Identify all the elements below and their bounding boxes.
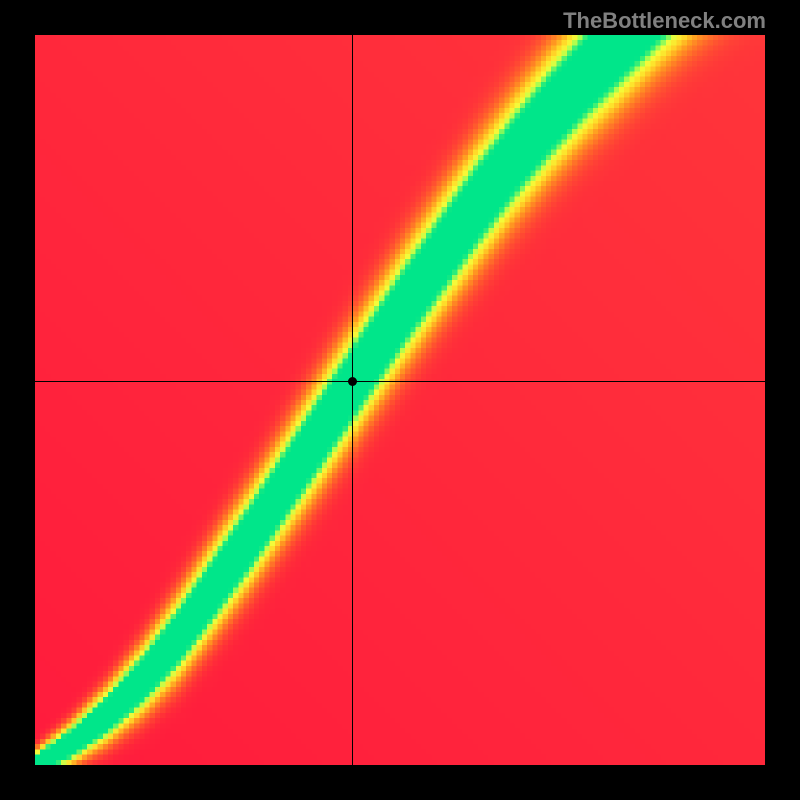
watermark-text: TheBottleneck.com [563,8,766,34]
chart-container: TheBottleneck.com [0,0,800,800]
crosshair-vertical [352,35,353,765]
crosshair-horizontal [35,381,765,382]
heatmap-canvas [35,35,765,765]
